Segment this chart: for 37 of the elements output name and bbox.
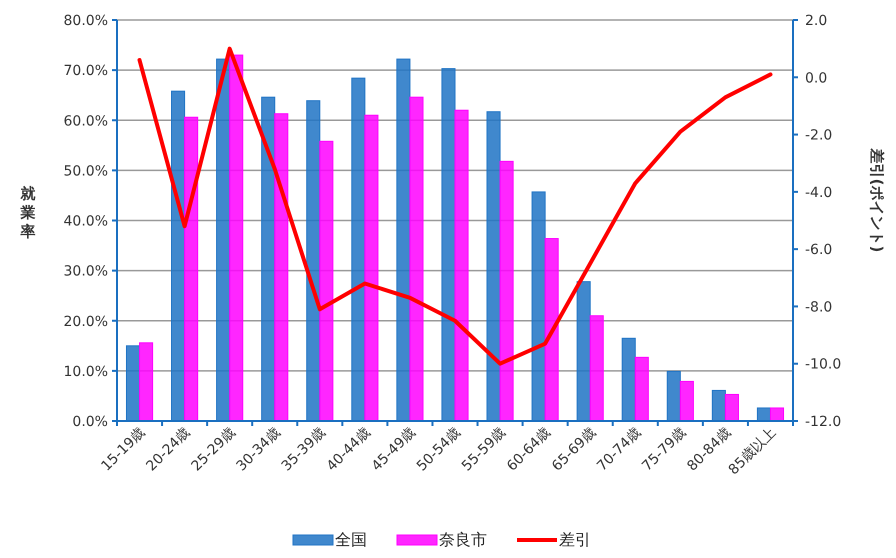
bar	[364, 114, 378, 422]
y-tick-label: 70.0%	[64, 63, 108, 80]
bar	[500, 160, 514, 422]
y-tick-label: 80.0%	[64, 13, 108, 29]
bar	[544, 238, 559, 422]
y-tick-label: 40.0%	[64, 214, 108, 230]
y2-tick-label: 0.0	[805, 70, 828, 86]
legend-label: 差引	[559, 530, 591, 549]
bar	[229, 54, 244, 422]
y-axis-title: 就業率	[20, 184, 36, 240]
legend-label: 奈良市	[439, 530, 487, 549]
bar	[409, 96, 424, 422]
line-series	[138, 46, 772, 366]
y2-tick-label: -10.0	[805, 356, 842, 373]
bar	[274, 113, 288, 422]
y-tick-label: 10.0%	[64, 364, 108, 380]
y2-tick-label: -2.0	[805, 128, 832, 144]
y2-tick-label: 2.0	[805, 13, 828, 29]
y-tick-label: 60.0%	[64, 113, 108, 130]
y2-tick-label: -12.0	[805, 414, 842, 430]
bar	[590, 315, 604, 422]
bar	[139, 342, 154, 422]
y2-tick-label: -6.0	[805, 242, 832, 258]
y2-tick-label: -8.0	[805, 299, 832, 316]
bar	[634, 356, 649, 422]
bar	[319, 140, 334, 422]
y-tick-label: 20.0%	[64, 314, 108, 330]
y2-axis-title: 差引(ポイント)	[868, 148, 886, 252]
legend-label: 全国	[335, 530, 367, 549]
bar	[680, 380, 694, 422]
y-tick-label: 50.0%	[64, 163, 108, 180]
y2-tick-label: -4.0	[805, 184, 832, 201]
bar	[454, 110, 469, 422]
y-tick-label: 0.0%	[72, 414, 108, 430]
y-tick-label: 30.0%	[64, 264, 108, 280]
bar	[184, 116, 198, 422]
bar	[724, 394, 739, 422]
